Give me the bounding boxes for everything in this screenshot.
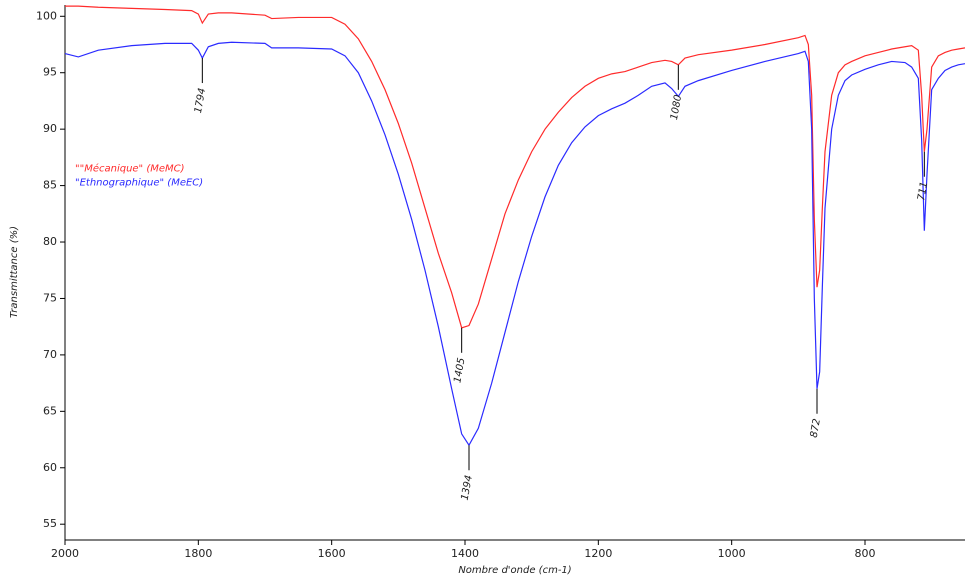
y-tick-label: 85 xyxy=(43,179,57,192)
x-tick-label: 1200 xyxy=(584,547,612,560)
legend-label: "Ethnographique" (MeEC) xyxy=(75,178,203,189)
y-tick-label: 55 xyxy=(43,517,57,530)
x-tick-label: 800 xyxy=(855,547,876,560)
y-tick-label: 100 xyxy=(36,9,57,22)
x-tick-label: 1800 xyxy=(184,547,212,560)
x-tick-label: 2000 xyxy=(51,547,79,560)
annotation-label: 1394 xyxy=(460,474,475,501)
y-tick-label: 95 xyxy=(43,66,57,79)
annotation-label: 872 xyxy=(809,418,823,439)
y-tick-label: 80 xyxy=(43,235,57,248)
annotation-label: 1794 xyxy=(193,87,208,114)
y-tick-label: 70 xyxy=(43,348,57,361)
x-axis-label: Nombre d'onde (cm-1) xyxy=(458,565,571,576)
x-tick-label: 1600 xyxy=(318,547,346,560)
annotation-label: 1080 xyxy=(669,94,684,121)
y-tick-label: 90 xyxy=(43,122,57,135)
y-tick-label: 60 xyxy=(43,461,57,474)
annotation-label: 711 xyxy=(916,181,930,202)
y-axis-label: Transmittance (%) xyxy=(9,226,20,318)
legend-label: ""Mécanique" (MeMC) xyxy=(75,163,185,175)
series-line xyxy=(64,41,965,447)
x-tick-label: 1000 xyxy=(718,547,746,560)
y-tick-label: 75 xyxy=(43,291,57,304)
y-tick-label: 65 xyxy=(43,404,57,417)
series-line xyxy=(65,5,965,329)
x-tick-label: 1400 xyxy=(451,547,479,560)
annotation-label: 1405 xyxy=(452,357,467,384)
